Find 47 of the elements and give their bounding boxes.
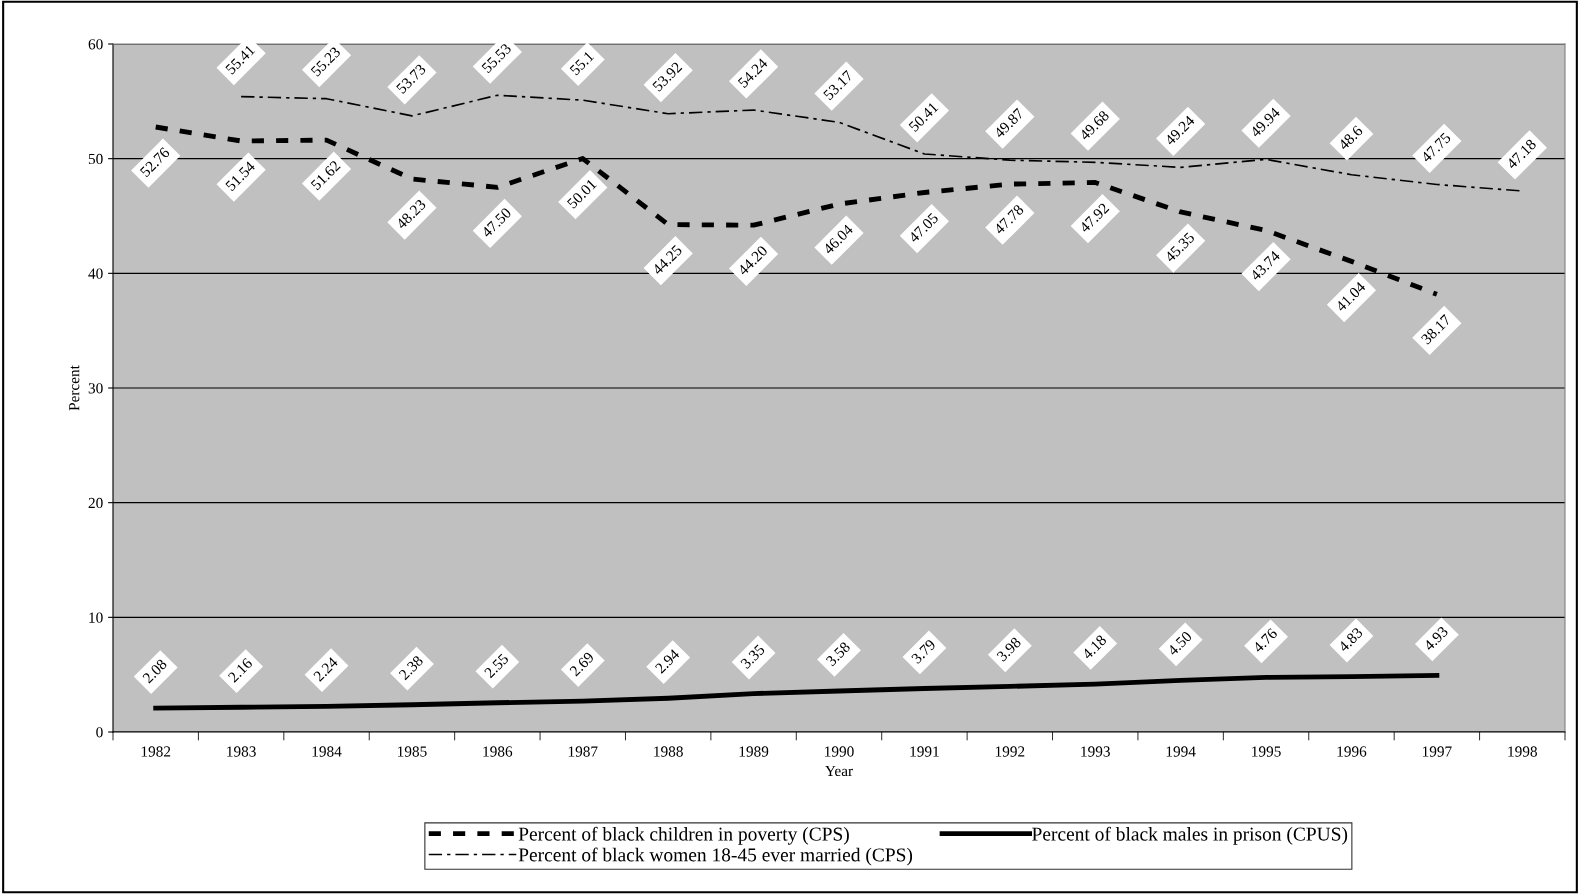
data-label: 48.6 bbox=[1337, 124, 1364, 151]
x-tick-label: 1994 bbox=[1166, 746, 1196, 757]
data-label: 2.16 bbox=[227, 657, 253, 683]
legend-label: Percent of black children in poverty (CPS) bbox=[518, 826, 849, 845]
x-tick-label: 1985 bbox=[398, 746, 427, 757]
data-label: 4.93 bbox=[1423, 625, 1449, 652]
y-tick-label: 50 bbox=[88, 153, 103, 165]
x-tick-label: 1996 bbox=[1337, 746, 1367, 757]
data-label: 4.76 bbox=[1252, 627, 1278, 654]
data-label: 4.18 bbox=[1081, 634, 1108, 660]
y-tick-label: 60 bbox=[88, 39, 103, 50]
x-tick-label: 1990 bbox=[825, 746, 854, 757]
x-tick-label: 1995 bbox=[1252, 746, 1281, 757]
data-label: 2.94 bbox=[654, 648, 681, 674]
y-tick-label: 0 bbox=[96, 727, 103, 738]
y-tick-label: 10 bbox=[89, 612, 103, 623]
x-tick-label: 1984 bbox=[312, 746, 342, 757]
data-label: 3.35 bbox=[740, 643, 766, 670]
x-tick-label: 1993 bbox=[1081, 746, 1110, 757]
x-tick-label: 1992 bbox=[995, 746, 1025, 757]
x-tick-label: 1989 bbox=[739, 746, 769, 757]
data-label: 2.38 bbox=[398, 654, 424, 681]
data-label: 3.58 bbox=[825, 641, 851, 667]
x-tick-label: 1983 bbox=[227, 746, 256, 757]
data-label: 3.79 bbox=[910, 638, 937, 665]
data-label: 2.08 bbox=[142, 658, 168, 684]
data-label: 2.55 bbox=[483, 653, 510, 679]
data-label: 4.83 bbox=[1337, 626, 1364, 653]
data-label: 4.50 bbox=[1166, 630, 1193, 657]
x-axis-title: Year bbox=[825, 765, 853, 777]
data-label: 2.24 bbox=[313, 656, 339, 682]
y-tick-label: 30 bbox=[88, 383, 103, 394]
x-tick-label: 1986 bbox=[483, 746, 513, 757]
legend-label: Percent of black males in prison (CPUS) bbox=[1032, 826, 1348, 845]
data-label: 3.98 bbox=[996, 636, 1022, 662]
data-label: 55.1 bbox=[569, 50, 595, 76]
x-tick-label: 1991 bbox=[910, 746, 939, 757]
legend-label: Percent of black women 18-45 ever married (CPS) bbox=[518, 847, 913, 866]
y-axis-title: Percent bbox=[69, 365, 80, 411]
y-tick-label: 40 bbox=[88, 268, 103, 279]
x-tick-label: 1998 bbox=[1508, 746, 1537, 757]
x-tick-label: 1987 bbox=[568, 746, 598, 757]
x-tick-label: 1982 bbox=[141, 746, 171, 757]
x-tick-label: 1997 bbox=[1422, 746, 1452, 757]
y-tick-label: 20 bbox=[88, 497, 103, 509]
data-label: 2.69 bbox=[569, 651, 595, 677]
x-tick-label: 1988 bbox=[654, 746, 683, 757]
